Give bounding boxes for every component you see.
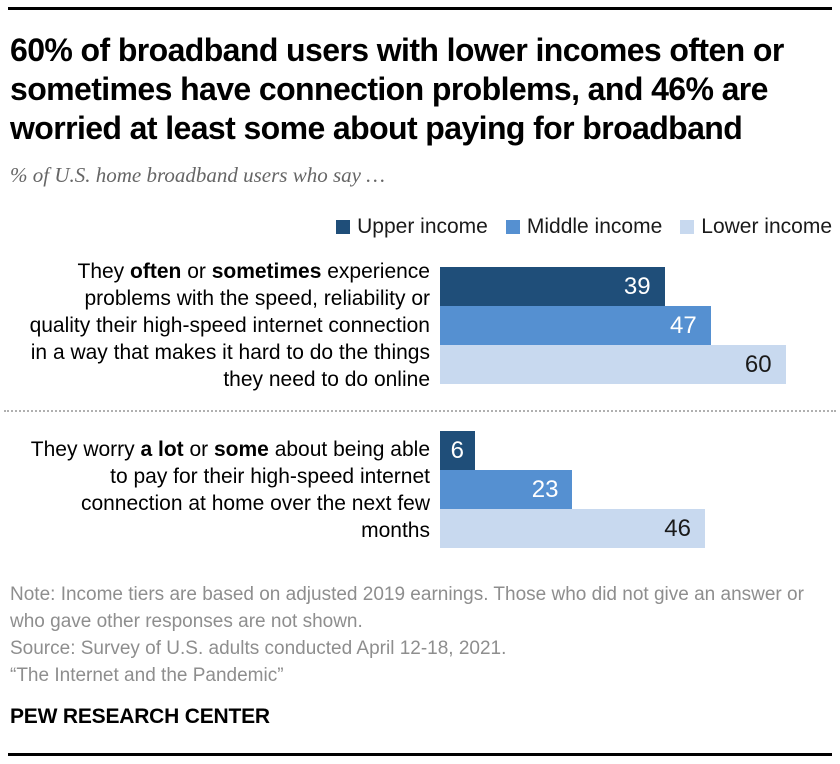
footer-notes: Note: Income tiers are based on adjusted…: [10, 581, 828, 689]
top-rule: [8, 7, 832, 10]
title-line: worried at least some about paying for b…: [10, 110, 743, 146]
group-label: They often or sometimes experience probl…: [0, 258, 440, 393]
bar-chart: They often or sometimes experience probl…: [0, 258, 840, 548]
group-label-segment: often: [130, 260, 182, 283]
legend-label: Upper income: [357, 215, 488, 238]
title-line: 60% of broadband users with lower income…: [10, 32, 784, 68]
legend-swatch-icon: [336, 220, 351, 234]
legend-swatch-icon: [680, 220, 695, 234]
bottom-rule: [8, 753, 832, 756]
bar-group: 39 47 60: [440, 267, 786, 384]
bar-group: 6 23 46: [440, 431, 705, 548]
group-label-segment: or: [183, 437, 214, 461]
legend-item: Upper income: [336, 215, 488, 239]
title-line: sometimes have connection problems, and …: [10, 71, 768, 107]
brand: PEW RESEARCH CENTER: [10, 705, 270, 728]
bar: 23: [440, 470, 573, 509]
source-text: Source: Survey of U.S. adults conducted …: [10, 638, 507, 659]
group-label-segment: experience problems with the speed, reli…: [29, 260, 430, 391]
group-row: They often or sometimes experience probl…: [0, 258, 840, 393]
legend: Upper income Middle income Lower income: [0, 215, 832, 239]
group-label-segment: a lot: [140, 437, 184, 461]
bar-value-label: 60: [744, 350, 772, 378]
group-label-segment: about being able to pay for their high-s…: [80, 437, 430, 542]
bar-value-label: 46: [664, 514, 691, 542]
bar: 47: [440, 306, 711, 345]
bar: 46: [440, 509, 705, 548]
bar-value-label: 39: [623, 272, 651, 300]
bar: 39: [440, 267, 665, 306]
bar: 6: [440, 431, 475, 470]
bar-value-label: 23: [531, 475, 559, 503]
group-label-segment: They: [77, 260, 131, 283]
legend-label: Middle income: [526, 215, 663, 238]
bar-value-label: 47: [670, 311, 697, 339]
group-label-segment: They worry: [30, 437, 141, 461]
legend-item: Middle income: [505, 215, 663, 239]
group-label: They worry a lot or some about being abl…: [0, 436, 440, 544]
group-divider: [4, 410, 836, 412]
group-label-segment: or: [181, 260, 212, 283]
bar-value-label: 6: [450, 436, 464, 464]
legend-label: Lower income: [701, 215, 832, 238]
group-row: They worry a lot or some about being abl…: [0, 431, 840, 548]
note-text: Note: Income tiers are based on adjusted…: [10, 584, 804, 632]
bar: 60: [440, 345, 786, 384]
quote-text: “The Internet and the Pandemic”: [10, 665, 284, 686]
chart-subtitle: % of U.S. home broadband users who say …: [10, 163, 385, 187]
legend-swatch-icon: [505, 220, 520, 234]
group-label-segment: sometimes: [211, 260, 322, 283]
chart-title: 60% of broadband users with lower income…: [10, 31, 830, 148]
legend-item: Lower income: [680, 215, 832, 239]
group-label-segment: some: [214, 437, 269, 461]
